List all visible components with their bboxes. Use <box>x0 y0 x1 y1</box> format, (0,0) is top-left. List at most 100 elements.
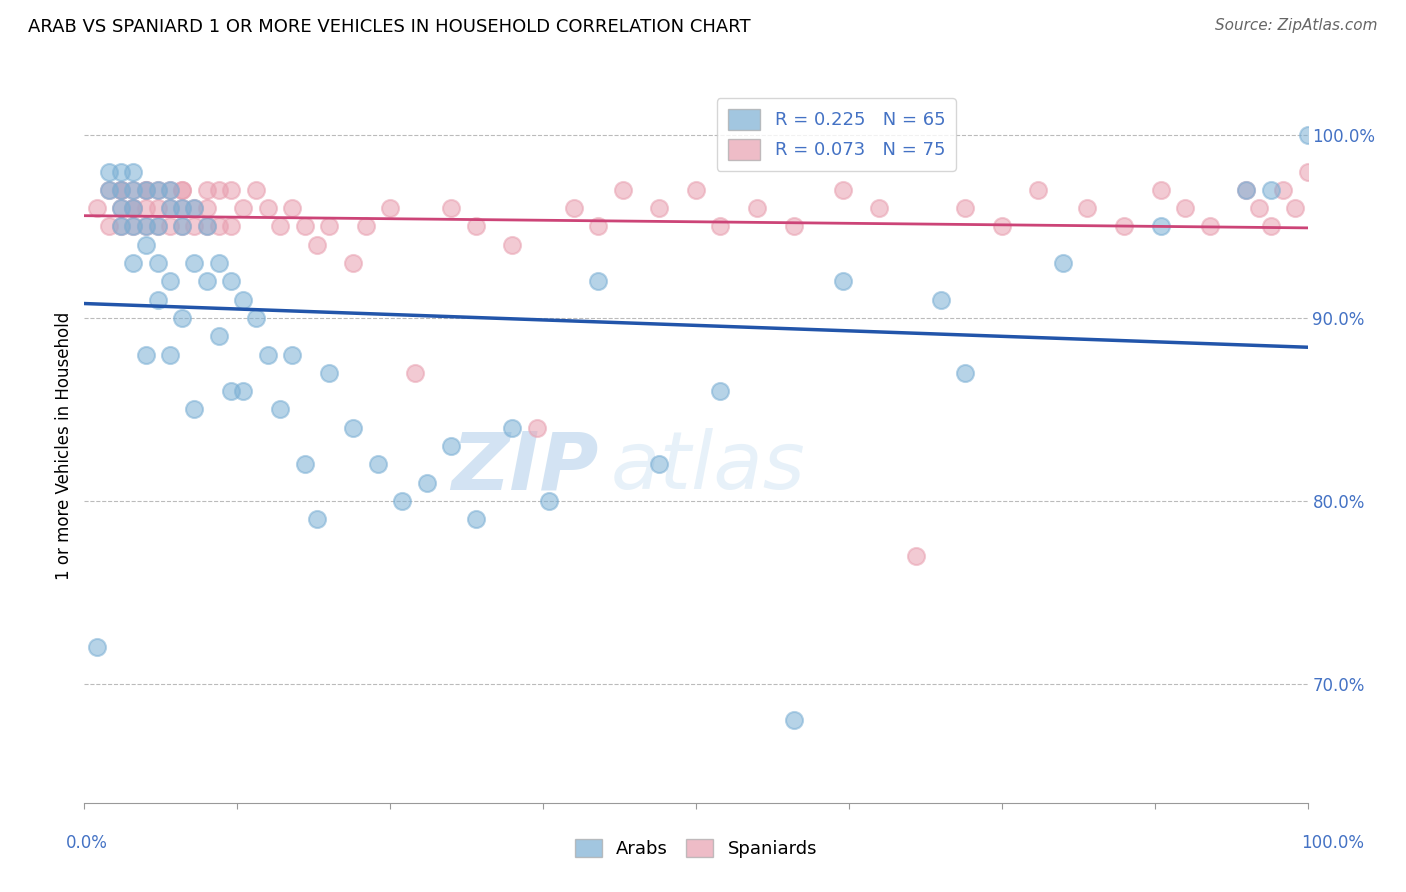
Point <box>586 219 609 234</box>
Point <box>146 183 169 197</box>
Point <box>391 494 413 508</box>
Point <box>709 219 731 234</box>
Point <box>195 201 218 215</box>
Point <box>367 458 389 472</box>
Text: ZIP: ZIP <box>451 428 598 507</box>
Point <box>232 201 254 215</box>
Point <box>159 201 181 215</box>
Legend: Arabs, Spaniards: Arabs, Spaniards <box>568 831 824 865</box>
Point <box>1296 128 1319 142</box>
Point <box>97 183 120 197</box>
Point <box>159 183 181 197</box>
Point <box>869 201 891 215</box>
Point <box>195 219 218 234</box>
Point <box>1174 201 1197 215</box>
Point <box>146 183 169 197</box>
Point <box>929 293 952 307</box>
Point <box>538 494 561 508</box>
Point <box>122 256 145 270</box>
Point <box>97 164 120 178</box>
Point <box>183 201 205 215</box>
Point <box>159 183 181 197</box>
Point <box>172 183 194 197</box>
Point <box>122 183 145 197</box>
Point <box>905 549 928 563</box>
Point <box>612 183 634 197</box>
Point <box>172 201 194 215</box>
Point <box>1052 256 1074 270</box>
Point <box>195 183 218 197</box>
Text: 100.0%: 100.0% <box>1302 834 1364 852</box>
Point <box>219 219 242 234</box>
Point <box>135 347 157 361</box>
Point <box>122 201 145 215</box>
Point <box>685 183 707 197</box>
Point <box>122 164 145 178</box>
Point <box>183 219 205 234</box>
Y-axis label: 1 or more Vehicles in Household: 1 or more Vehicles in Household <box>55 312 73 580</box>
Point <box>195 219 218 234</box>
Point <box>501 237 523 252</box>
Point <box>135 237 157 252</box>
Point <box>122 201 145 215</box>
Point <box>208 219 231 234</box>
Point <box>1260 183 1282 197</box>
Point <box>305 237 328 252</box>
Point <box>1028 183 1050 197</box>
Point <box>245 310 267 325</box>
Point <box>219 183 242 197</box>
Point <box>195 274 218 288</box>
Point <box>318 366 340 380</box>
Point <box>122 219 145 234</box>
Point <box>709 384 731 398</box>
Point <box>257 347 280 361</box>
Point <box>245 183 267 197</box>
Point <box>110 164 132 178</box>
Point <box>183 201 205 215</box>
Point <box>110 201 132 215</box>
Point <box>281 201 304 215</box>
Point <box>562 201 585 215</box>
Point <box>208 329 231 343</box>
Point <box>318 219 340 234</box>
Point <box>1296 164 1319 178</box>
Point <box>257 201 280 215</box>
Point <box>135 201 157 215</box>
Point <box>464 512 486 526</box>
Point <box>416 475 439 490</box>
Point <box>1198 219 1220 234</box>
Point <box>953 201 976 215</box>
Point <box>159 347 181 361</box>
Point <box>1234 183 1257 197</box>
Point <box>110 183 132 197</box>
Point <box>990 219 1012 234</box>
Point <box>86 640 108 655</box>
Point <box>586 274 609 288</box>
Point <box>219 384 242 398</box>
Point <box>342 256 364 270</box>
Point <box>110 183 132 197</box>
Point <box>648 201 671 215</box>
Point <box>172 219 194 234</box>
Point <box>159 201 181 215</box>
Point <box>648 458 671 472</box>
Point <box>831 183 853 197</box>
Point <box>342 420 364 434</box>
Point <box>269 402 291 417</box>
Point <box>440 439 463 453</box>
Point <box>135 219 157 234</box>
Point <box>97 219 120 234</box>
Point <box>122 183 145 197</box>
Point <box>1234 183 1257 197</box>
Point <box>86 201 108 215</box>
Point <box>135 183 157 197</box>
Point <box>135 219 157 234</box>
Point <box>526 420 548 434</box>
Point <box>404 366 426 380</box>
Point <box>172 183 194 197</box>
Point <box>208 183 231 197</box>
Point <box>1284 201 1306 215</box>
Point <box>1247 201 1270 215</box>
Point <box>146 201 169 215</box>
Point <box>208 256 231 270</box>
